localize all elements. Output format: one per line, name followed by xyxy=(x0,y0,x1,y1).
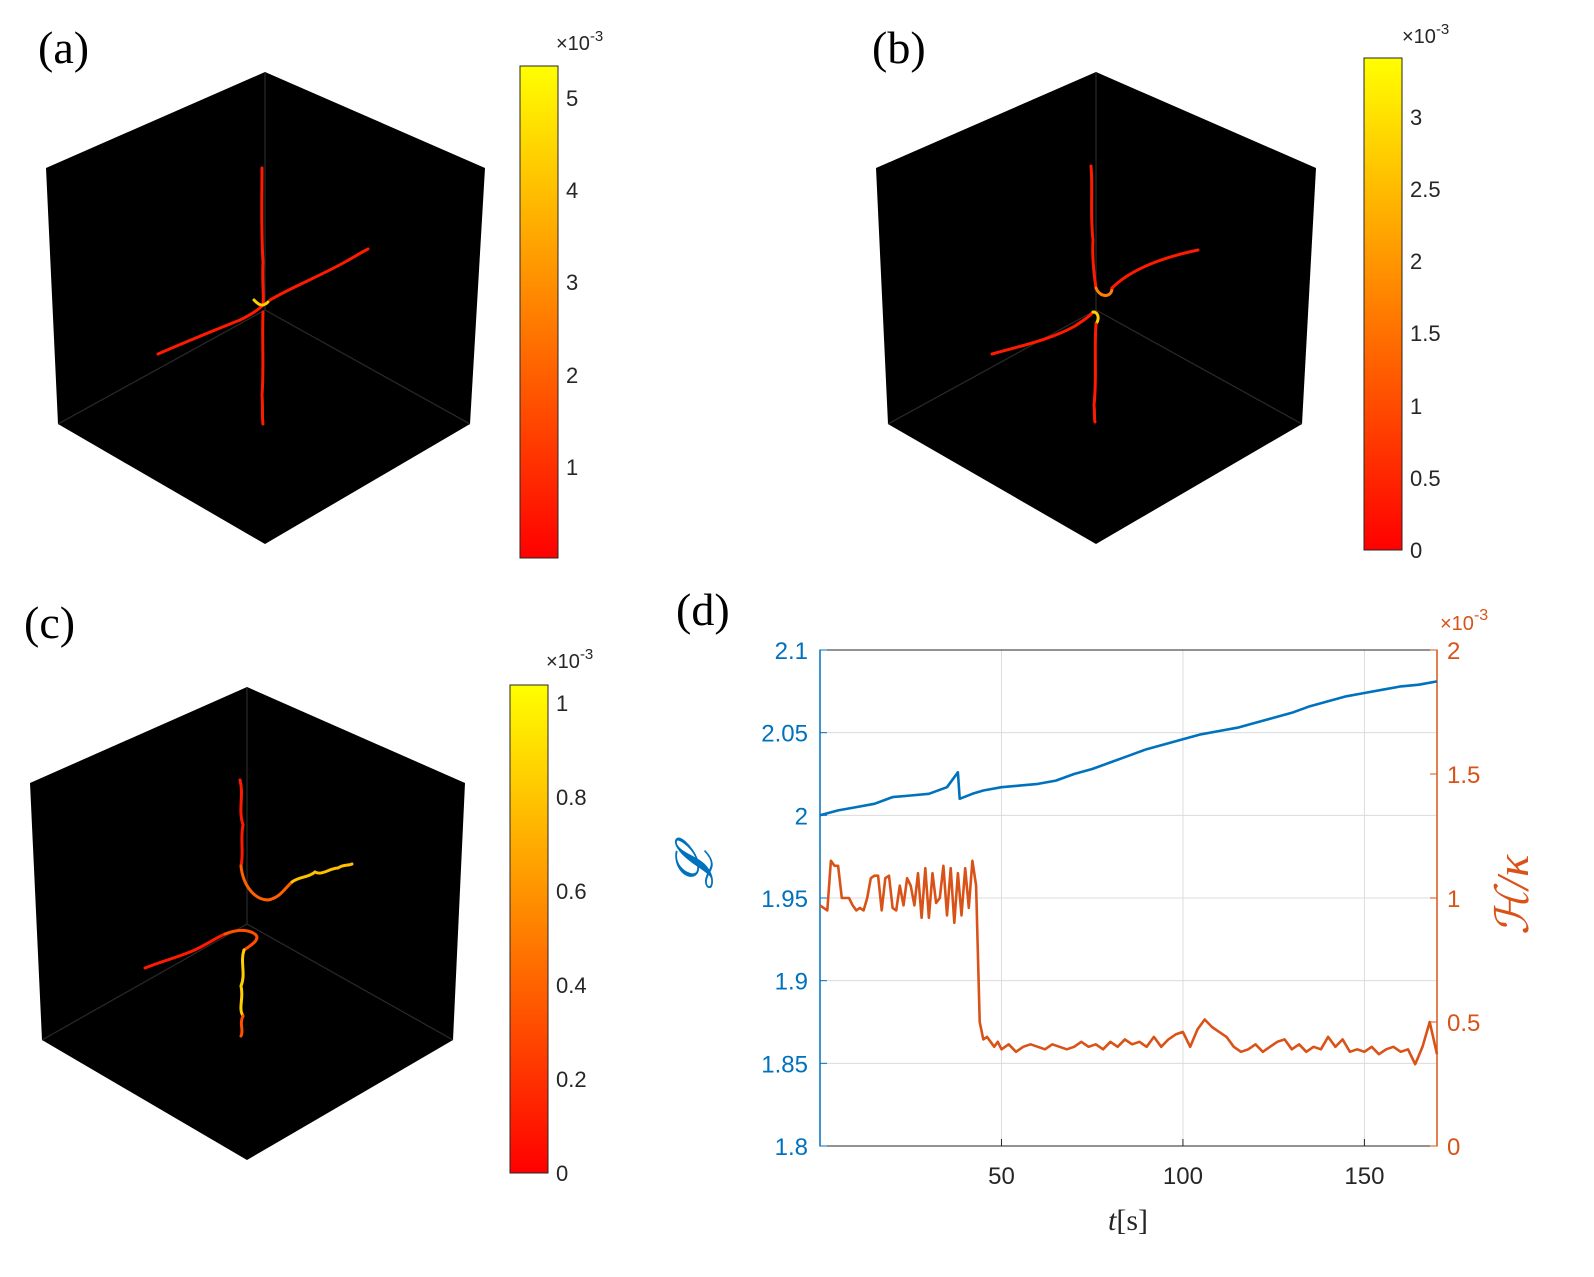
cb-b-tick: 1.5 xyxy=(1410,321,1441,346)
d-right-tick-label: 1 xyxy=(1447,886,1460,913)
d-x-axis-label: t[s] xyxy=(1108,1204,1148,1237)
cb-c-tick: 0.8 xyxy=(556,785,587,810)
d-right-tick-label: 0 xyxy=(1447,1134,1460,1161)
panel-a: (a) 1 2 3 4 5 ×10-3 xyxy=(38,22,603,559)
d-series-line-H-kappa xyxy=(819,859,1439,1066)
cb-c-tick: 0.2 xyxy=(556,1067,587,1092)
d-right-exponent: ×10-3 xyxy=(1440,607,1488,635)
cb-a-tick: 4 xyxy=(566,178,578,203)
cb-b-tick: 3 xyxy=(1410,105,1422,130)
cb-a-tick: 2 xyxy=(566,363,578,388)
colorbar-c xyxy=(509,684,549,1174)
d-right-tick-label: 0.5 xyxy=(1447,1010,1480,1037)
d-left-tick-label: 2.05 xyxy=(761,721,808,748)
d-right-ticks: 0 0.5 1 1.5 2 xyxy=(1430,638,1480,1161)
cb-b-tick: 0.5 xyxy=(1410,466,1441,491)
d-left-tick-label: 1.85 xyxy=(761,1051,808,1078)
vortex-lines-c xyxy=(143,778,354,1038)
panel-label-b: (b) xyxy=(872,22,926,73)
d-x-tick-label: 100 xyxy=(1163,1163,1203,1190)
d-left-tick-label: 2.1 xyxy=(775,638,808,665)
panel-c: (c) 0 0.2 0.4 0.6 0.8 1 ×10-3 xyxy=(24,597,593,1186)
panel-label-a: (a) xyxy=(38,22,89,73)
d-series xyxy=(819,680,1439,1066)
vortex-lines-b xyxy=(990,164,1200,424)
cb-c-tick: 0 xyxy=(556,1161,568,1186)
d-left-tick-label: 1.95 xyxy=(761,886,808,913)
colorbar-a xyxy=(519,65,559,559)
cb-b-exponent: ×10-3 xyxy=(1402,21,1449,48)
cb-b-tick: 2.5 xyxy=(1410,177,1441,202)
d-series-line-L xyxy=(819,680,1438,817)
d-left-tick-label: 1.9 xyxy=(775,969,808,996)
panel-b: (b) 0 0.5 1 1.5 2 2.5 3 ×10-3 xyxy=(872,21,1449,563)
cb-c-exponent: ×10-3 xyxy=(546,646,593,673)
cb-c-tick: 0.4 xyxy=(556,973,587,998)
panel-label-d: (d) xyxy=(676,584,730,635)
d-left-ticks: 1.8 1.85 1.9 1.95 2 2.05 2.1 xyxy=(761,638,827,1161)
cb-a-tick: 1 xyxy=(566,455,578,480)
vortex-lines-a xyxy=(156,166,370,426)
cube-a-inner-edges xyxy=(57,72,471,425)
panel-d: (d) 50 100 150 1.8 1.85 1.9 1.95 2 2.05 2.1 0 0.5… xyxy=(667,584,1538,1237)
d-left-axis-label: 𝓛 xyxy=(667,837,724,889)
d-right-tick-label: 2 xyxy=(1447,638,1460,665)
colorbar-a-ticks: 1 2 3 4 5 xyxy=(566,86,578,480)
d-right-axis-label: ℋ/κ xyxy=(1487,854,1538,935)
d-x-ticks: 50 100 150 xyxy=(988,1139,1384,1190)
cb-c-tick: 1 xyxy=(556,691,568,716)
d-x-tick-label: 150 xyxy=(1344,1163,1384,1190)
d-x-tick-label: 50 xyxy=(988,1163,1015,1190)
cube-b-inner-edges xyxy=(887,72,1303,425)
colorbar-b-ticks: 0 0.5 1 1.5 2 2.5 3 xyxy=(1410,105,1441,563)
colorbar-b xyxy=(1363,57,1403,551)
d-left-tick-label: 2 xyxy=(795,803,808,830)
panel-label-c: (c) xyxy=(24,597,75,648)
d-left-tick-label: 1.8 xyxy=(775,1134,808,1161)
d-right-tick-label: 1.5 xyxy=(1447,762,1480,789)
cb-c-tick: 0.6 xyxy=(556,879,587,904)
cb-b-tick: 2 xyxy=(1410,249,1422,274)
cb-a-tick: 5 xyxy=(566,86,578,111)
cb-a-exponent: ×10-3 xyxy=(556,28,603,55)
cb-b-tick: 0 xyxy=(1410,538,1422,563)
cb-b-tick: 1 xyxy=(1410,394,1422,419)
cb-a-tick: 3 xyxy=(566,270,578,295)
colorbar-c-ticks: 0 0.2 0.4 0.6 0.8 1 xyxy=(556,691,587,1186)
